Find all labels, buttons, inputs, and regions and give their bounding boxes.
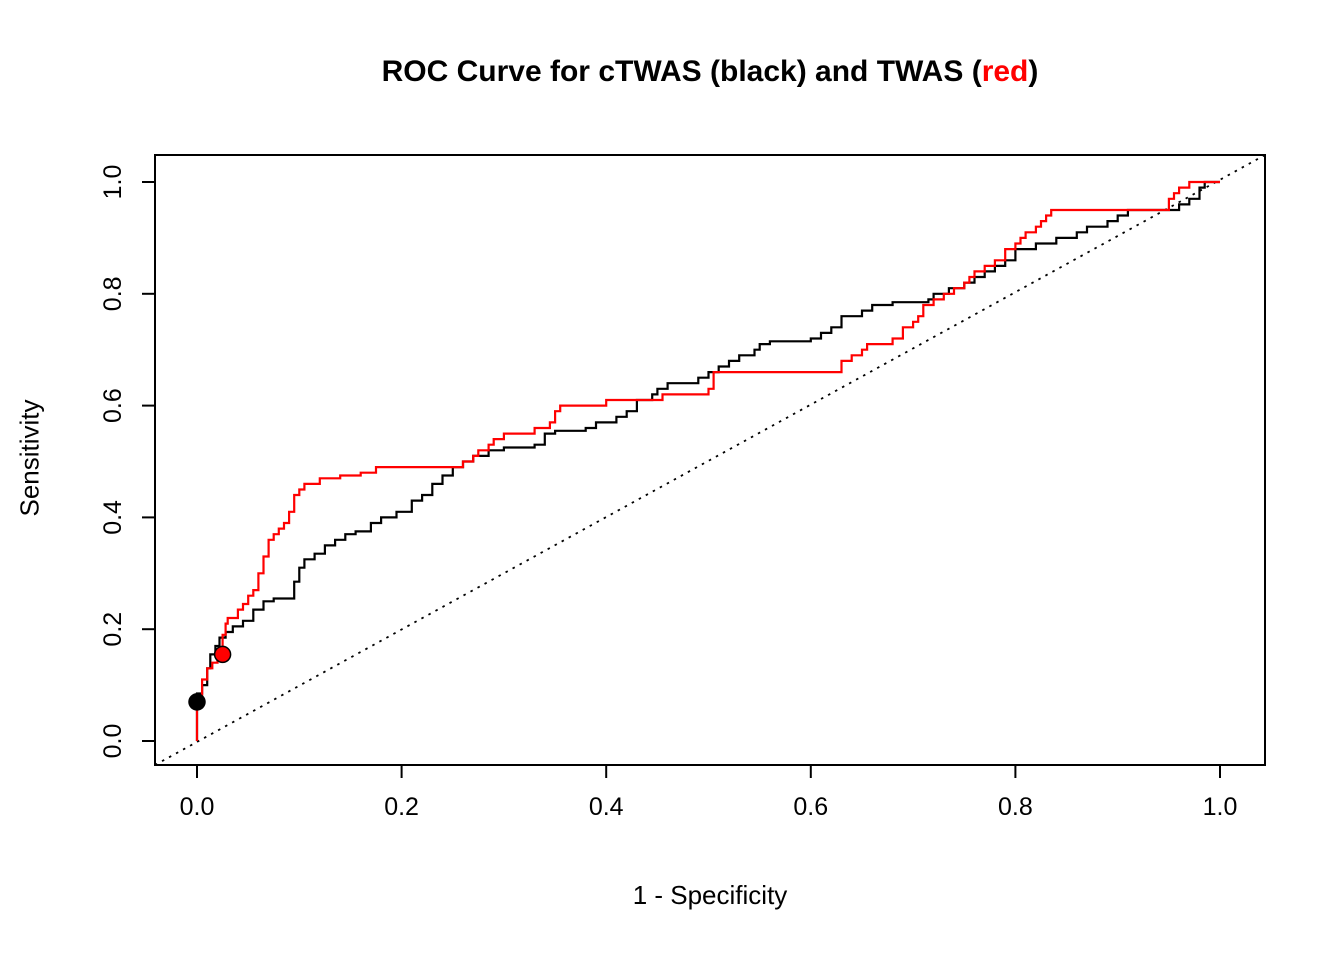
plot-box <box>154 154 1266 766</box>
x-tick-label: 0.8 <box>998 793 1033 821</box>
y-tick-label: 0.4 <box>99 500 127 535</box>
diagonal-reference-line <box>154 154 1266 766</box>
x-tick-label: 0.2 <box>384 793 419 821</box>
plot-title-suffix: ) <box>1028 55 1039 88</box>
roc-curve-twas <box>195 180 1220 741</box>
y-axis-title: Sensitivity <box>14 399 45 517</box>
y-tick-label: 0.8 <box>99 276 127 311</box>
plot-title-prefix: ROC Curve for cTWAS (black) and TWAS ( <box>381 55 982 88</box>
ctwas-cutoff-marker <box>188 693 206 711</box>
x-axis-title: 1 - Specificity <box>632 880 788 910</box>
x-tick-label: 0.0 <box>180 793 215 821</box>
y-tick-label: 0.0 <box>99 724 127 759</box>
roc-curve-ctwas <box>195 180 1220 741</box>
y-tick-label: 0.6 <box>99 388 127 423</box>
plot-title-red-word: red <box>981 55 1029 88</box>
x-tick-label: 0.6 <box>793 793 828 821</box>
x-tick-label: 0.4 <box>589 793 624 821</box>
y-tick-label: 0.2 <box>99 612 127 647</box>
twas-cutoff-marker <box>213 645 232 664</box>
x-tick-label: 1.0 <box>1203 793 1238 821</box>
plot-title: ROC Curve for cTWAS (black) and TWAS (re… <box>155 55 1265 89</box>
y-tick-label: 1.0 <box>99 165 127 200</box>
